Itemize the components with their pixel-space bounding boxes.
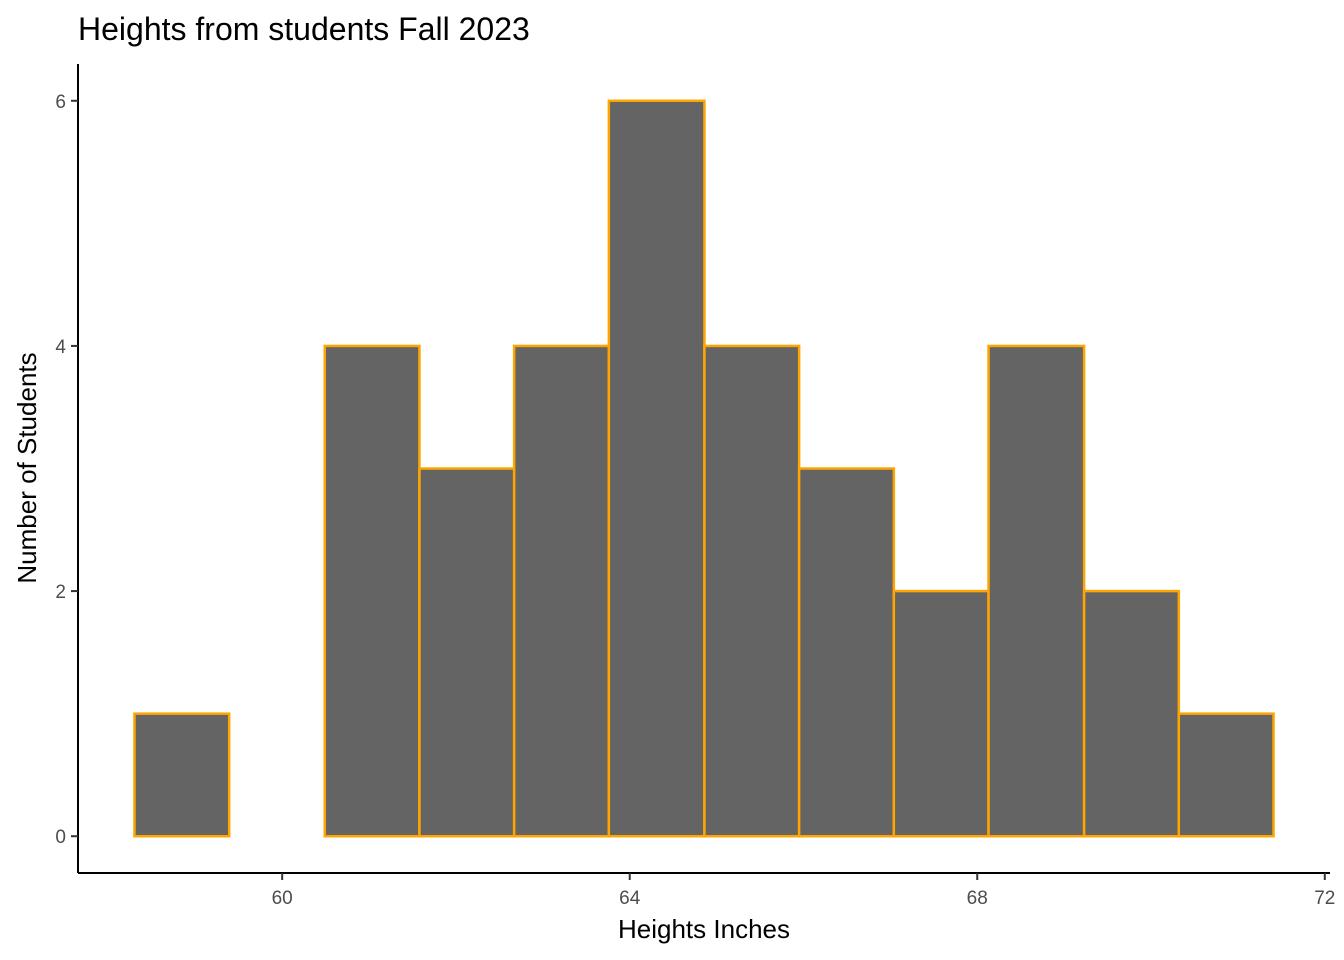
histogram-bar: [1177, 712, 1275, 838]
y-axis-label: Number of Students: [12, 352, 42, 583]
bars-group: [133, 99, 1275, 838]
histogram-bar: [418, 467, 516, 838]
chart-title: Heights from students Fall 2023: [78, 11, 530, 47]
x-tick-label: 68: [967, 888, 988, 909]
x-tick-label: 72: [1314, 888, 1335, 909]
x-axis-label: Heights Inches: [618, 914, 790, 944]
x-ticks-group: 60 64 68 72: [272, 873, 1335, 909]
x-tick-label: 60: [272, 888, 293, 909]
y-tick-label: 2: [55, 582, 66, 603]
x-tick-label: 64: [619, 888, 641, 909]
histogram-bar: [892, 589, 990, 838]
histogram-bar: [607, 99, 706, 838]
histogram-bar: [323, 344, 421, 838]
histogram-bar: [987, 344, 1086, 838]
histogram-bar: [703, 344, 801, 838]
histogram-bar: [512, 344, 611, 838]
y-tick-label: 0: [55, 827, 66, 848]
y-ticks-group: 0 2 4 6: [55, 92, 78, 848]
axes-group: [77, 64, 1330, 874]
histogram-bar: [133, 712, 231, 838]
histogram-bar: [1082, 589, 1181, 838]
histogram-bar: [797, 467, 896, 838]
y-tick-label: 4: [55, 337, 66, 358]
y-tick-label: 6: [55, 92, 66, 113]
